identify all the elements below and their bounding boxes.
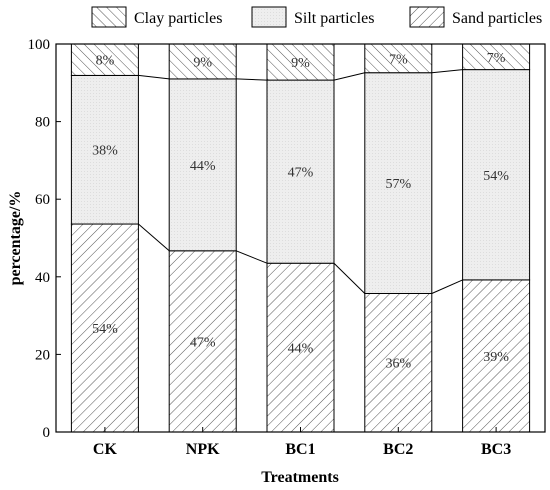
x-tick-label-bc1: BC1 [285,441,315,458]
connector-line [333,72,365,81]
legend-label-silt-particles: Silt particles [294,10,374,27]
bar-segment-bc2-silt-particles [364,72,433,294]
y-tick-label: 40 [35,270,50,286]
data-label-bc3-sand-particles: 39% [483,350,509,365]
y-tick-label: 0 [43,425,51,441]
data-label-npk-clay-particles: 9% [193,55,212,70]
bar-segment-ck-silt-particles [70,74,139,225]
connector-line [236,78,268,81]
legend-swatch-silt-particles [251,6,287,28]
bar-segment-npk-sand-particles [168,250,237,433]
bar-segment-bc3-sand-particles [462,279,531,433]
legend-label-sand-particles: Sand particles [452,10,542,27]
y-tick-label: 20 [35,347,50,363]
data-label-bc1-silt-particles: 47% [288,166,314,181]
legend-swatch-sand-particles [409,6,445,28]
connector-line [333,262,366,294]
bar-segment-bc2-clay-particles [364,43,433,74]
x-tick-label-bc3: BC3 [481,441,511,458]
connector-lines [138,69,463,294]
connector-line [138,74,170,80]
x-tick-label-bc2: BC2 [383,441,413,458]
data-label-bc1-clay-particles: 9% [291,56,310,71]
data-label-bc2-silt-particles: 57% [385,177,411,192]
data-label-npk-silt-particles: 44% [190,159,216,174]
bar-segment-bc1-silt-particles [266,79,335,264]
data-labels: 54% 38% 8% 47% 44% 9% 44% 47% 9% 36% 57% 7% 39% 54% 7% [92,51,509,372]
connector-line [236,250,268,264]
bar-segment-ck-sand-particles [70,223,139,433]
connector-line [431,69,463,74]
x-tick-label-ck: CK [93,441,118,458]
legend-label-clay-particles: Clay particles [134,10,222,27]
bar-segment-bc3-clay-particles [462,43,531,71]
data-label-npk-sand-particles: 47% [190,335,216,350]
y-tick-label: 80 [35,115,50,131]
bar-segment-bc1-clay-particles [266,43,335,81]
bar-segment-bc2-sand-particles [364,292,433,433]
data-label-ck-clay-particles: 8% [96,54,115,69]
data-label-ck-silt-particles: 38% [92,144,118,159]
bars-group [70,43,531,433]
data-label-bc2-clay-particles: 7% [389,52,408,67]
bar-segment-npk-clay-particles [168,43,237,80]
legend-swatch-clay-particles [91,6,127,28]
data-label-bc1-sand-particles: 44% [288,342,314,357]
data-label-bc3-clay-particles: 7% [487,51,506,66]
x-tick-label-npk: NPK [186,441,220,458]
data-label-ck-sand-particles: 54% [92,322,118,337]
y-tick-label: 60 [35,192,50,208]
connector-line [431,279,463,294]
x-axis-title: Treatments [261,469,339,486]
connector-line [138,223,170,252]
data-label-bc2-sand-particles: 36% [385,357,411,372]
bar-segment-npk-silt-particles [168,78,237,252]
data-label-bc3-silt-particles: 54% [483,169,509,184]
axes: 0 20 40 60 80 100 CK NPK BC1 BC2 BC3 [28,37,546,458]
legend: Clay particles Silt particles Sand particl… [91,6,542,28]
y-axis-title: percentage/% [7,191,24,286]
y-tick-label: 100 [28,37,51,53]
